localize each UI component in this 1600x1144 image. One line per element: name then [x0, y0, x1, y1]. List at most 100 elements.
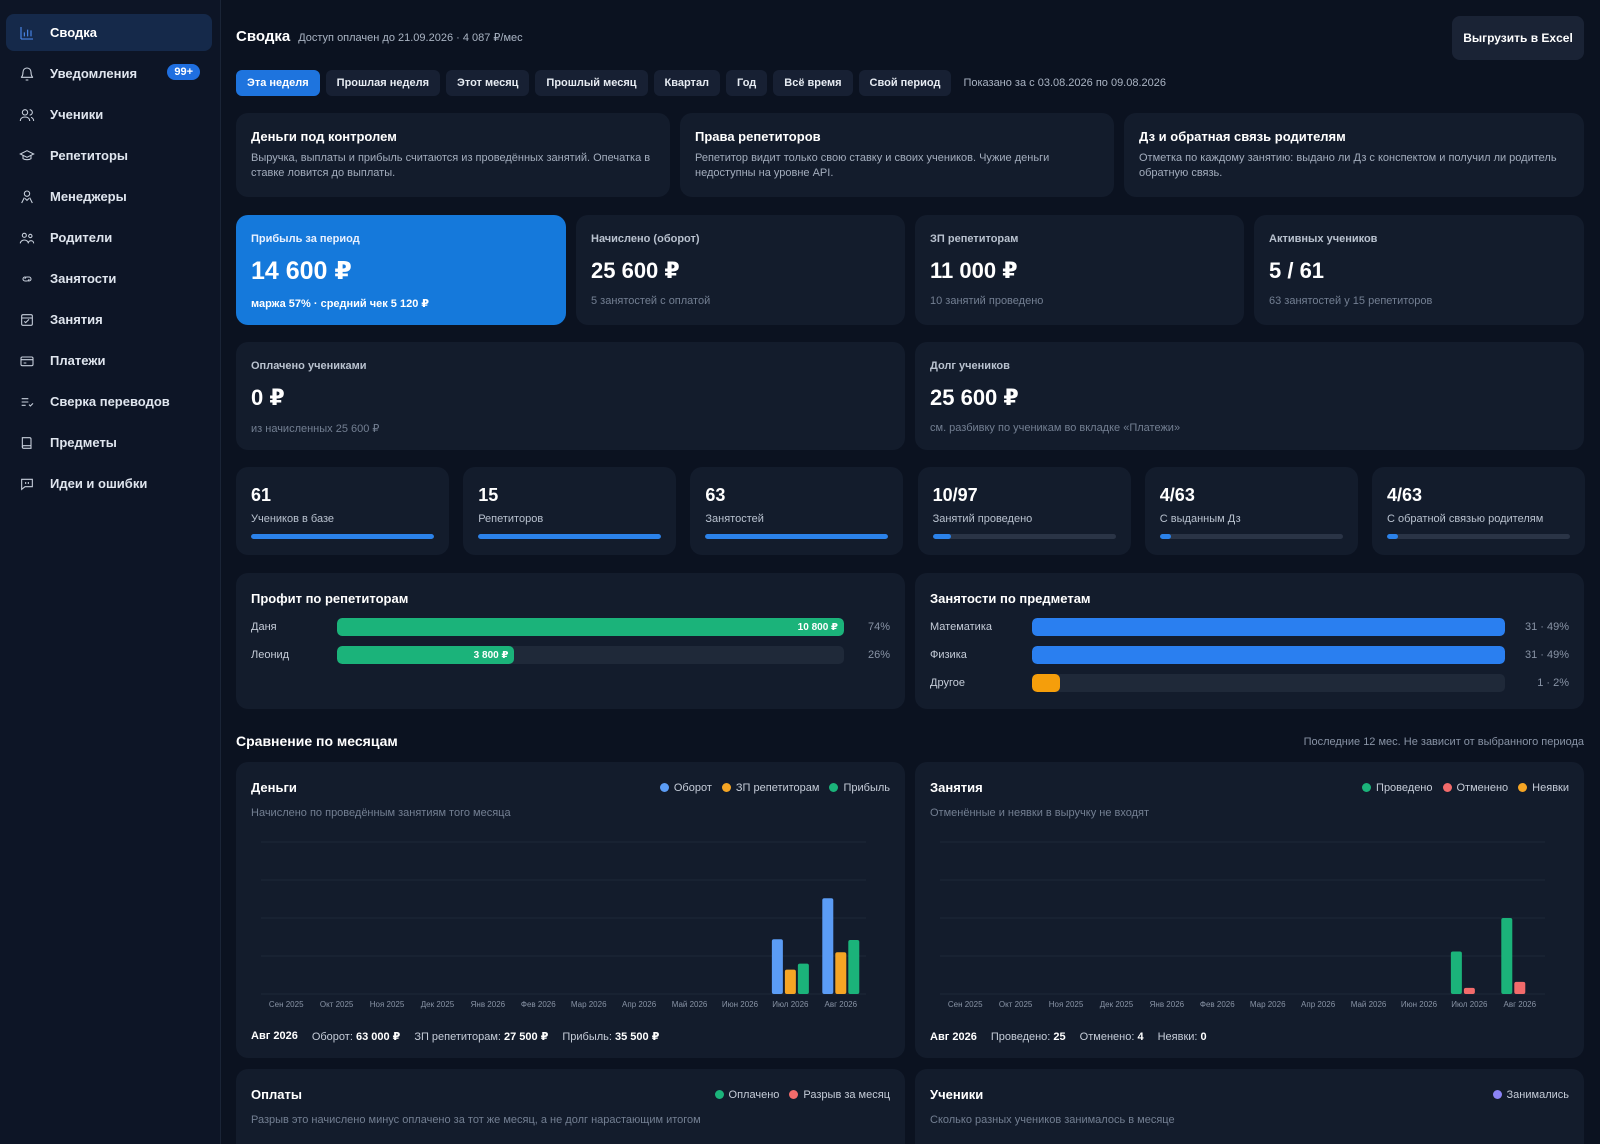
- chart-bar[interactable]: [822, 898, 834, 994]
- stat-progress-track: [478, 534, 662, 539]
- sidebar-item-9[interactable]: Платежи: [6, 342, 212, 379]
- kpi-tutor-salary: ЗП репетиторам 11 000 ₽ 10 занятий прове…: [915, 215, 1244, 325]
- footer-label: Неявки:: [1157, 1031, 1198, 1043]
- info-card-title: Деньги под контролем: [251, 129, 397, 144]
- sidebar-item-7[interactable]: Занятости: [6, 260, 212, 297]
- info-card-text: Выручка, выплаты и прибыль считаются из …: [251, 152, 651, 179]
- tutor-profit-pct: 26%: [867, 649, 890, 661]
- tab-period-3[interactable]: Этот месяц: [446, 70, 530, 96]
- chart-bar[interactable]: [784, 969, 796, 994]
- info-card-money: Деньги под контролем Выручка, выплаты и …: [236, 113, 670, 197]
- legend-item: ЗП репетиторам: [721, 782, 819, 794]
- footer-value: 0: [1200, 1031, 1207, 1043]
- legend-dot: [714, 1090, 724, 1099]
- chart-bar[interactable]: [1450, 951, 1462, 994]
- x-tick-label: Авг 2026: [825, 1000, 858, 1009]
- chart-bar[interactable]: [1501, 918, 1513, 994]
- tab-period-6[interactable]: Год: [726, 70, 768, 96]
- stat-card: 4/63 С выданным Дз: [1144, 467, 1358, 555]
- footer-label: ЗП репетиторам:: [414, 1031, 501, 1043]
- sidebar-item-11[interactable]: Предметы: [6, 424, 212, 461]
- sidebar-item-4[interactable]: Репетиторы: [6, 137, 212, 174]
- kpi-label: ЗП репетиторам: [930, 233, 1019, 245]
- tab-period-5[interactable]: Квартал: [653, 70, 721, 96]
- tab-period-4[interactable]: Прошлый месяц: [535, 70, 648, 96]
- access-status: Доступ оплачен до 21.09.2026 · 4 087 ₽/м…: [298, 32, 523, 44]
- stat-progress-track: [932, 534, 1116, 539]
- sidebar-item-5[interactable]: Менеджеры: [6, 178, 212, 215]
- footer-label: Оборот:: [311, 1031, 353, 1043]
- stat-card: 4/63 С обратной связью родителям: [1372, 467, 1585, 555]
- manager-icon: [18, 188, 36, 206]
- sidebar-item-3[interactable]: Ученики: [6, 96, 212, 133]
- chart-bar[interactable]: [771, 939, 783, 994]
- money-chart-card: Деньги Оборот ЗП репетиторам Прибыль Начисле…: [236, 762, 905, 1058]
- link-icon: [18, 270, 36, 288]
- chart-footer: Авг 2026 Оборот: 63 000 ₽ ЗП репетиторам: …: [251, 1030, 659, 1043]
- export-excel-button[interactable]: Выгрузить в Excel: [1452, 16, 1584, 60]
- tab-period-7[interactable]: Всё время: [773, 70, 853, 96]
- stat-value: 10/97: [932, 485, 978, 505]
- legend-item: Прибыль: [829, 782, 890, 794]
- by-subject-card: Занятости по предметам Математика 31 · 49…: [915, 573, 1584, 709]
- subject-row: Математика 31 · 49%: [930, 617, 1569, 637]
- tab-period-1[interactable]: Эта неделя: [236, 70, 320, 96]
- book-icon: [18, 434, 36, 452]
- chart-bar[interactable]: [848, 940, 860, 994]
- stat-value: 4/63: [1387, 485, 1423, 505]
- kpi-label: Оплачено учениками: [251, 360, 367, 372]
- sidebar-item-10[interactable]: Сверка переводов: [6, 383, 212, 420]
- legend-dot: [789, 1090, 799, 1099]
- compare-note: Последние 12 мес. Не зависит от выбранно…: [1303, 736, 1584, 748]
- x-tick-label: Фев 2026: [521, 1000, 556, 1009]
- parents-icon: [18, 229, 36, 247]
- stat-label: Учеников в базе: [251, 513, 334, 525]
- x-tick-label: Дек 2025: [421, 1000, 455, 1009]
- x-tick-label: Апр 2026: [1301, 1000, 1336, 1009]
- info-card-text: Отметка по каждому занятию: выдано ли Дз…: [1139, 152, 1557, 179]
- sidebar-item-1[interactable]: Сводка: [6, 14, 212, 51]
- legend-label: Отменено: [1456, 781, 1509, 794]
- sidebar-item-label: Репетиторы: [50, 148, 129, 163]
- sidebar-item-6[interactable]: Родители: [6, 219, 212, 256]
- x-tick-label: Ноя 2025: [1049, 1000, 1084, 1009]
- x-tick-label: Май 2026: [672, 1000, 708, 1009]
- tab-period-2[interactable]: Прошлая неделя: [325, 70, 441, 96]
- graduation-cap-icon: [18, 147, 36, 165]
- chart-bar[interactable]: [797, 963, 809, 994]
- chart-bar[interactable]: [1463, 987, 1475, 994]
- legend-dot: [1518, 783, 1528, 792]
- stat-label: С выданным Дз: [1159, 513, 1241, 525]
- kpi-label: Долг учеников: [930, 360, 1010, 372]
- stat-label: С обратной связью родителям: [1387, 513, 1544, 525]
- stat-card: 63 Занятостей: [690, 467, 904, 555]
- subject-name: Другое: [930, 677, 965, 689]
- kpi-sub: 5 занятостей с оплатой: [591, 295, 711, 307]
- chart-bar[interactable]: [1514, 981, 1526, 994]
- x-tick-label: Май 2026: [1351, 1000, 1387, 1009]
- legend-item: Оплачено: [714, 1089, 779, 1101]
- kpi-label: Прибыль за период: [251, 233, 360, 245]
- kpi-sub: 63 занятостей у 15 репетиторов: [1269, 295, 1433, 307]
- chart-legend: Занимались: [1492, 1089, 1569, 1101]
- stat-progress-fill: [478, 534, 662, 539]
- x-tick-label: Окт 2025: [999, 1000, 1033, 1009]
- subject-track: [1032, 674, 1505, 692]
- list-check-icon: [18, 393, 36, 411]
- subject-pct: 31 · 49%: [1524, 649, 1569, 661]
- chart-legend: Проведено Отменено Неявки: [1362, 782, 1569, 794]
- calendar-check-icon: [18, 311, 36, 329]
- sidebar-item-label: Уведомления: [50, 66, 138, 81]
- sidebar-item-label: Занятости: [50, 271, 117, 286]
- chart-footer: Авг 2026 Проведено: 25 Отменено: 4 Неявки: …: [930, 1031, 1207, 1043]
- sidebar-item-2[interactable]: Уведомления 99+: [6, 55, 212, 92]
- footer-label: Прибыль:: [562, 1031, 612, 1043]
- legend-dot: [659, 783, 669, 792]
- kpi-label: Начислено (оборот): [591, 233, 700, 245]
- stat-progress-fill: [251, 534, 434, 539]
- x-tick-label: Дек 2025: [1100, 1000, 1134, 1009]
- sidebar-item-12[interactable]: Идеи и ошибки: [6, 465, 212, 502]
- chart-bar[interactable]: [835, 952, 847, 994]
- tab-period-8[interactable]: Свой период: [858, 70, 952, 96]
- sidebar-item-8[interactable]: Занятия: [6, 301, 212, 338]
